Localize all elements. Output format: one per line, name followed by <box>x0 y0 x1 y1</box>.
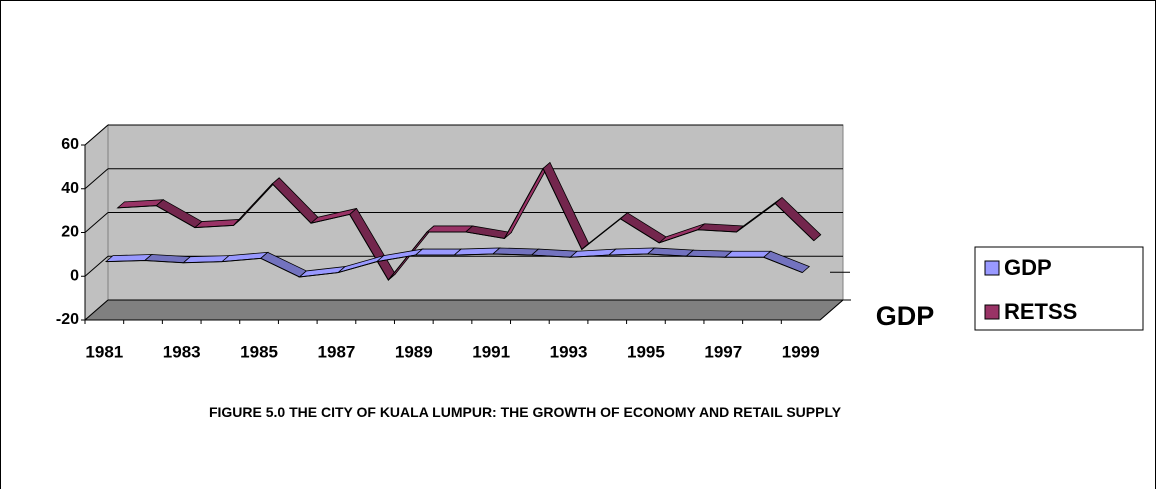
x-tick-label: 1999 <box>782 342 820 361</box>
grid-line <box>84 255 109 277</box>
legend-label: RETSS <box>1004 299 1077 324</box>
ribbon-face <box>723 250 772 258</box>
grid-line <box>84 168 109 190</box>
line <box>117 167 815 281</box>
x-tick-label: 1981 <box>85 342 123 361</box>
x-tick-label: 1997 <box>704 342 742 361</box>
grid-line <box>84 212 109 233</box>
x-tick-label: 1985 <box>240 342 278 361</box>
ribbon-face <box>414 248 463 256</box>
line <box>106 253 803 278</box>
grid-line <box>84 299 109 321</box>
y-tick-label: 60 <box>61 136 79 153</box>
y-tick-label: 20 <box>61 224 79 241</box>
y-tick-label: 0 <box>70 267 79 284</box>
x-tick-label: 1991 <box>472 342 510 361</box>
caption: FIGURE 5.0 THE CITY OF KUALA LUMPUR: THE… <box>208 404 842 420</box>
x-tick-label: 1983 <box>163 342 201 361</box>
legend-swatch <box>984 260 1000 276</box>
x-tick-label: 1995 <box>627 342 665 361</box>
legend-label: GDP <box>1004 255 1052 280</box>
legend-box <box>974 246 1144 331</box>
y-tick-label: -20 <box>56 311 79 328</box>
grid-line <box>84 124 109 146</box>
x-tick-label: 1993 <box>550 342 588 361</box>
ribbon-face <box>425 225 474 233</box>
series-axis-label: GDP <box>876 301 935 331</box>
y-tick-label: 40 <box>61 180 79 197</box>
depth-axis <box>819 299 844 321</box>
x-tick-label: 1989 <box>395 342 433 361</box>
x-tick-label: 1987 <box>318 342 356 361</box>
floor <box>83 299 845 321</box>
legend-swatch <box>984 304 1000 320</box>
